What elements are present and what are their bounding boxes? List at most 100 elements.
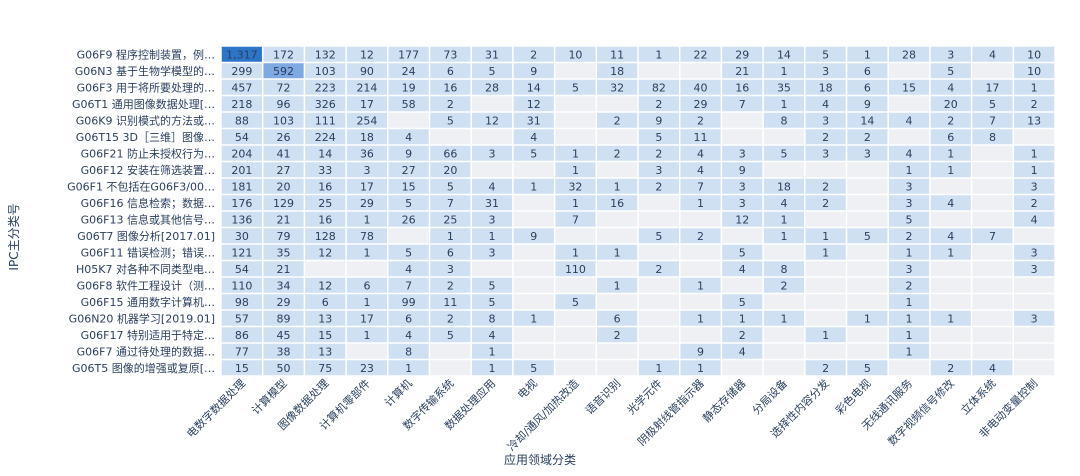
cell-value-label: 1 [489,362,496,375]
heatmap-cell [722,343,763,359]
heatmap-cell [805,211,846,227]
heatmap-cell [972,327,1013,343]
x-tick-label: 光学元件 [624,376,665,417]
y-tick-label: G06T7 图像分析[2017.01] [77,229,215,243]
heatmap-cell [972,63,1013,79]
cell-value-label: 15 [235,362,249,375]
heatmap-cell [221,294,262,310]
cell-value-label: 4 [989,362,996,375]
heatmap-cell [638,327,679,343]
heatmap-cell [763,145,805,161]
heatmap-cell [430,310,471,326]
heatmap-cell [346,343,388,359]
heatmap-cell [722,360,763,376]
heatmap-cell [471,129,513,145]
cell-value-label: 54 [235,131,249,144]
heatmap-cell [388,360,429,376]
cell-value-label: 6 [447,65,454,78]
heatmap-cell [555,310,596,326]
heatmap-cell [1014,79,1055,95]
cell-value-label: 176 [231,197,252,210]
heatmap-cell [1014,294,1055,310]
heatmap-cell [263,228,304,244]
heatmap-cell [221,63,262,79]
cell-value-label: 1 [822,329,829,342]
heatmap-cell [930,360,971,376]
cell-value-label: 1 [739,312,746,325]
heatmap-cell [221,129,262,145]
heatmap-cell [888,244,930,260]
heatmap-cell [888,63,930,79]
heatmap-cell [1014,63,1055,79]
cell-value-label: 2 [947,114,954,127]
heatmap-cell [722,112,763,128]
cell-value-label: 3 [489,246,496,259]
cell-value-label: 6 [864,81,871,94]
heatmap-cells: 1,317 172 132 12 177 73 31 2 10 11 1 22 29 14 5 1 28 3 4 10… [221,46,1055,376]
heatmap-cell [722,63,763,79]
heatmap-cell [763,343,805,359]
cell-value-label: 1 [697,197,704,210]
cell-value-label: 18 [777,180,791,193]
cell-value-label: 4 [489,180,496,193]
heatmap-cell [597,96,638,112]
heatmap-cell [722,79,763,95]
heatmap-cell [263,244,304,260]
heatmap-cell [972,145,1013,161]
cell-value-label: 1 [780,65,787,78]
cell-value-label: 20 [944,98,958,111]
cell-value-label: 4 [947,81,954,94]
heatmap-cell [888,277,930,293]
heatmap-cell [763,244,805,260]
cell-value-label: 1 [363,246,370,259]
heatmap-cell [471,261,513,277]
heatmap-cell [513,211,554,227]
heatmap-cell [763,96,805,112]
x-tick-label: 彩色电视 [832,376,873,417]
heatmap-cell [346,112,388,128]
heatmap-cell [388,145,429,161]
heatmap-cell [471,96,513,112]
cell-value-label: 12 [485,114,499,127]
cell-value-label: 5 [780,147,787,160]
cell-value-label: 4 [1031,213,1038,226]
heatmap-cell [346,261,388,277]
heatmap-cell [763,162,805,178]
y-tick-label: G06F11 错误检测；错误… [81,245,215,259]
heatmap-cell [388,112,429,128]
cell-value-label: 2 [655,263,662,276]
heatmap-cell [722,294,763,310]
heatmap-cell [263,46,304,62]
heatmap-cell [346,63,388,79]
cell-value-label: 136 [231,213,252,226]
cell-value-label: 12 [318,246,332,259]
cell-value-label: 1 [447,230,454,243]
cell-value-label: 5 [447,114,454,127]
heatmap-cell [430,244,471,260]
cell-value-label: 1 [947,164,954,177]
cell-value-label: 1 [572,164,579,177]
cell-value-label: 223 [315,81,336,94]
heatmap-cell [513,277,554,293]
heatmap-cell [1014,360,1055,376]
cell-value-label: 88 [235,114,249,127]
y-tick-label: G06F16 信息检索；数据… [81,196,215,210]
heatmap-cell [722,129,763,145]
heatmap-cell [972,79,1013,95]
cell-value-label: 3 [489,147,496,160]
cell-value-label: 72 [277,81,291,94]
heatmap-cell [638,360,679,376]
heatmap-cell [972,228,1013,244]
cell-value-label: 1 [906,312,913,325]
cell-value-label: 10 [1027,48,1041,61]
heatmap-cell [597,195,638,211]
cell-value-label: 11 [443,296,457,309]
heatmap-cell [263,162,304,178]
heatmap-cell [221,261,262,277]
heatmap-cell [388,343,429,359]
heatmap-cell [430,261,471,277]
cell-value-label: 2 [655,147,662,160]
heatmap-cell [930,277,971,293]
cell-value-label: 2 [739,329,746,342]
